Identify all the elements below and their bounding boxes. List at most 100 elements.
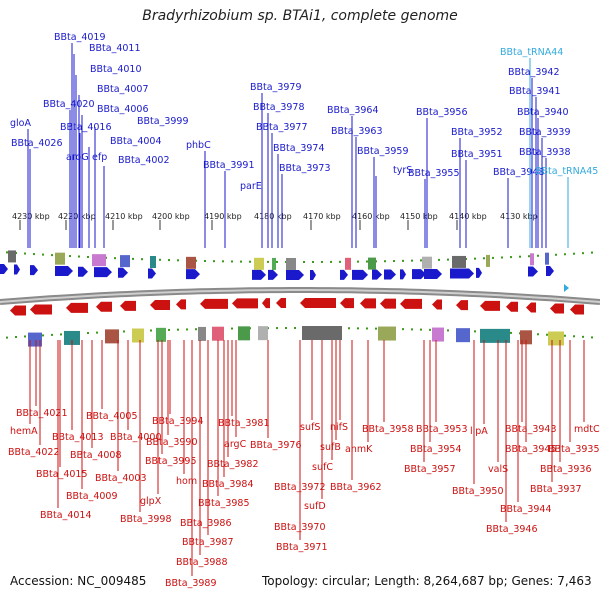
tick-dot — [573, 252, 575, 255]
forward-gene-label: BBta_3955 — [408, 168, 460, 179]
tick-dot — [42, 334, 44, 337]
feature-box — [105, 329, 119, 344]
forward-gene-label: BBta_4020 — [43, 99, 95, 110]
tick-dot — [564, 334, 566, 337]
feature-box — [486, 254, 490, 267]
forward-gene-label: BBta_3940 — [517, 107, 569, 118]
tick-dot — [294, 327, 296, 330]
feature-box — [452, 255, 466, 268]
tick-dot — [231, 260, 233, 263]
forward-gene-label: BBta_3963 — [331, 126, 383, 137]
forward-gene-arrow — [546, 265, 554, 276]
scale-tick-label: 4140 kbp — [449, 212, 487, 221]
forward-gene-label: BBta_4016 — [60, 122, 112, 133]
feature-box — [198, 326, 206, 341]
reverse-gene-label: BBta_4008 — [70, 450, 122, 461]
forward-gene-label: BBta_4019 — [54, 32, 106, 43]
forward-gene-arrow — [400, 269, 406, 280]
feature-box — [258, 326, 268, 341]
tick-dot — [582, 335, 584, 338]
reverse-gene-arrow — [432, 299, 442, 310]
forward-gene-label: aroG — [66, 152, 89, 163]
reverse-gene-label: argC — [224, 439, 247, 450]
forward-gene-arrow — [424, 268, 442, 279]
feature-box — [368, 257, 376, 270]
tick-dot — [582, 252, 584, 255]
tick-dot — [60, 333, 62, 336]
reverse-gene-arrow — [276, 298, 286, 309]
tick-dot — [402, 328, 404, 331]
tick-dot — [87, 332, 89, 335]
tick-dot — [591, 251, 593, 254]
reverse-gene-label: BBta_3987 — [182, 537, 234, 548]
forward-gene-label: BBta_3977 — [256, 122, 308, 133]
reverse-gene-label: BBta_3986 — [180, 518, 232, 529]
scale-tick-label: 4220 kbp — [58, 212, 96, 221]
tick-dot — [312, 260, 314, 263]
tick-dot — [564, 253, 566, 256]
feature-box — [55, 252, 65, 265]
reverse-gene-label: sufB — [320, 442, 341, 453]
reverse-gene-arrow — [570, 304, 584, 315]
forward-gene-label: BBta_tRNA45 — [535, 166, 598, 177]
tick-dot — [447, 258, 449, 261]
feature-box — [286, 257, 296, 270]
reverse-gene-label: lipA — [470, 426, 488, 437]
tick-dot — [96, 331, 98, 334]
feature-box — [345, 257, 351, 270]
reverse-gene-arrow — [400, 298, 422, 309]
feature-box — [302, 326, 342, 341]
tick-dot — [141, 258, 143, 261]
tick-dot — [384, 260, 386, 263]
forward-gene-label: BBta_3948 — [493, 167, 545, 178]
tick-dot — [348, 327, 350, 330]
tick-dot — [420, 259, 422, 262]
forward-gene-label: BBta_3978 — [253, 102, 305, 113]
reverse-gene-label: BBta_4005 — [86, 411, 138, 422]
forward-gene-arrow — [55, 265, 73, 276]
reverse-gene-label: BBta_3982 — [207, 459, 259, 470]
forward-gene-label: BBta_3956 — [416, 107, 468, 118]
reverse-gene-arrow — [30, 304, 52, 315]
tick-dot — [177, 328, 179, 331]
forward-gene-arrow — [372, 269, 382, 280]
forward-gene-label: BBta_3973 — [279, 163, 331, 174]
tick-dot — [177, 259, 179, 262]
tick-dot — [411, 328, 413, 331]
tick-dot — [231, 327, 233, 330]
tick-dot — [78, 255, 80, 258]
tick-dot — [492, 256, 494, 259]
tick-dot — [321, 260, 323, 263]
tick-dot — [267, 260, 269, 263]
reverse-gene-label: BBta_3971 — [276, 542, 328, 553]
tick-dot — [33, 253, 35, 256]
reverse-gene-label: hom — [176, 476, 197, 487]
tick-dot — [303, 260, 305, 263]
reverse-gene-label: BBta_3990 — [146, 437, 198, 448]
forward-gene-label: tyrS — [393, 165, 412, 176]
tick-dot — [528, 255, 530, 258]
tick-dot — [573, 335, 575, 338]
reverse-gene-arrow — [66, 302, 88, 313]
forward-gene-arrow — [268, 269, 278, 280]
reverse-gene-arrow — [120, 300, 136, 311]
forward-gene-label: BBta_3974 — [273, 143, 325, 154]
forward-gene-label: BBta_tRNA44 — [500, 47, 563, 58]
feature-box — [132, 328, 144, 343]
tick-dot — [546, 333, 548, 336]
reverse-gene-label: BBta_3953 — [416, 424, 468, 435]
reverse-gene-label: BBta_4013 — [52, 432, 104, 443]
reverse-gene-label: BBta_3946 — [486, 524, 538, 535]
reverse-gene-label: anmK — [345, 444, 373, 455]
tick-dot — [132, 257, 134, 260]
feature-box — [548, 331, 564, 346]
tick-dot — [87, 255, 89, 258]
tick-dot — [51, 333, 53, 336]
tick-dot — [537, 333, 539, 336]
reverse-gene-arrow — [262, 298, 270, 309]
forward-gene-arrow — [118, 267, 128, 278]
tick-dot — [474, 257, 476, 260]
forward-gene-arrow — [528, 266, 538, 277]
tick-dot — [51, 254, 53, 257]
reverse-gene-arrow — [232, 298, 258, 309]
